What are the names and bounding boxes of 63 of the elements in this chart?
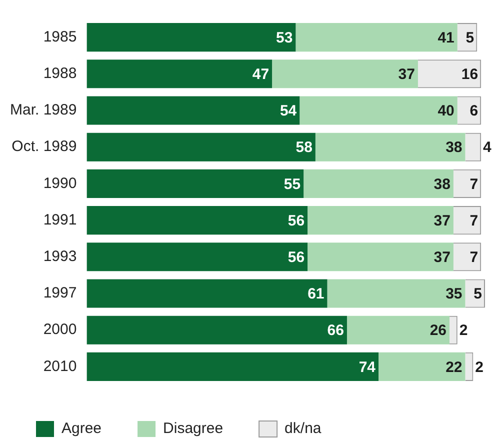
- data-label: 2: [475, 358, 484, 376]
- legend-label: Disagree: [163, 420, 224, 438]
- bar: [86, 169, 304, 198]
- bar: [308, 242, 454, 272]
- data-label: 5: [466, 29, 474, 46]
- data-label: 53: [276, 29, 293, 46]
- y-tick-label: 1997: [43, 284, 77, 302]
- y-tick-label: 2010: [43, 358, 77, 375]
- y-tick-label: 1993: [43, 248, 77, 266]
- bar: [86, 132, 316, 162]
- data-label: 37: [434, 212, 450, 230]
- y-tick-label: Oct. 1989: [12, 138, 77, 156]
- data-label: 26: [430, 322, 447, 340]
- data-label: 37: [434, 249, 450, 266]
- data-label: 7: [470, 212, 478, 230]
- data-label: 40: [438, 102, 454, 120]
- data-label: 55: [284, 176, 301, 193]
- data-label: 56: [288, 249, 305, 266]
- bar: [296, 23, 458, 52]
- data-label: 38: [446, 139, 462, 156]
- data-label: 74: [358, 358, 376, 376]
- data-label: 66: [327, 322, 344, 340]
- bar: [346, 316, 450, 344]
- data-label: 7: [470, 176, 478, 193]
- data-label: 35: [446, 286, 462, 303]
- data-label: 47: [252, 66, 270, 84]
- y-tick-label: 1985: [43, 28, 77, 46]
- bar: [304, 169, 454, 198]
- bar: [86, 60, 272, 88]
- data-label: 22: [446, 358, 462, 376]
- data-label: 41: [438, 29, 454, 46]
- bar: [86, 23, 296, 52]
- bar: [86, 279, 328, 308]
- bar: [300, 96, 458, 125]
- bar: [86, 316, 347, 344]
- data-label: 5: [474, 286, 482, 303]
- data-label: 2: [459, 322, 468, 340]
- legend-label: Agree: [62, 420, 102, 438]
- bar: [327, 279, 466, 308]
- data-label: 54: [280, 102, 298, 120]
- data-label: 38: [434, 176, 450, 193]
- data-label: 58: [296, 139, 312, 156]
- legend-label: dk/na: [284, 420, 322, 438]
- bar: [86, 96, 300, 125]
- y-tick-label: 2000: [43, 321, 77, 338]
- data-label: 7: [470, 249, 478, 266]
- data-label: 56: [288, 212, 305, 230]
- bar: [86, 242, 308, 272]
- bar: [315, 132, 466, 162]
- data-label: 4: [483, 139, 492, 156]
- data-label: 61: [308, 286, 324, 303]
- y-tick-label: 1988: [43, 65, 77, 82]
- bar: [86, 352, 379, 381]
- bar: [272, 60, 418, 88]
- y-tick-label: Mar. 1989: [10, 102, 77, 119]
- bar: [308, 206, 454, 235]
- bar: [86, 206, 308, 235]
- y-tick-label: 1991: [43, 211, 77, 228]
- data-label: 6: [470, 102, 478, 120]
- bar: [378, 352, 466, 381]
- data-label: 16: [461, 66, 478, 84]
- data-label: 37: [398, 66, 415, 84]
- y-tick-label: 1990: [43, 174, 77, 192]
